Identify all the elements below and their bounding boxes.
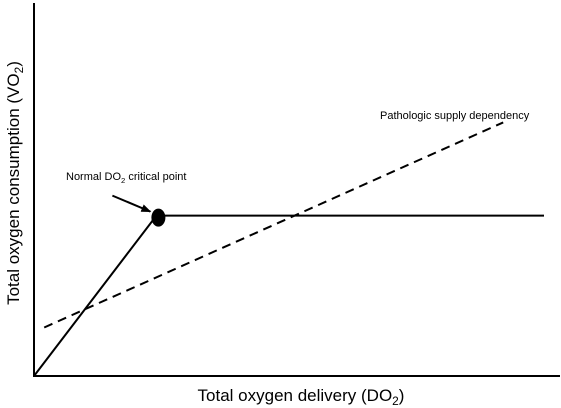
y-axis-label-tail: ) — [4, 61, 23, 67]
critical-point-label-main: Normal DO — [66, 171, 121, 183]
x-axis-label: Total oxygen delivery (DO2) — [198, 386, 405, 408]
critical-point-marker — [151, 208, 166, 227]
critical-point-label-tail: critical point — [125, 171, 186, 183]
annotation-layer — [112, 194, 166, 227]
critical-point-label: Normal DO2 critical point — [66, 171, 186, 185]
series-layer — [33, 121, 544, 377]
y-axis-label-subscript: 2 — [12, 66, 26, 73]
x-axis-label-subscript: 2 — [392, 394, 399, 408]
pathologic-supply-dependency-line — [43, 121, 504, 329]
x-axis-label-tail: ) — [399, 386, 405, 405]
critical-point-label-subscript: 2 — [121, 176, 125, 185]
x-axis-label-main: Total oxygen delivery (DO — [198, 386, 393, 405]
normal-consumption-line — [33, 214, 544, 377]
y-axis-label: Total oxygen consumption (VO2) — [4, 61, 26, 305]
supply-dependency-label: Pathologic supply dependency — [380, 110, 530, 122]
y-axis-label-main: Total oxygen consumption (VO — [4, 73, 23, 305]
critical-point-arrow — [112, 194, 152, 213]
